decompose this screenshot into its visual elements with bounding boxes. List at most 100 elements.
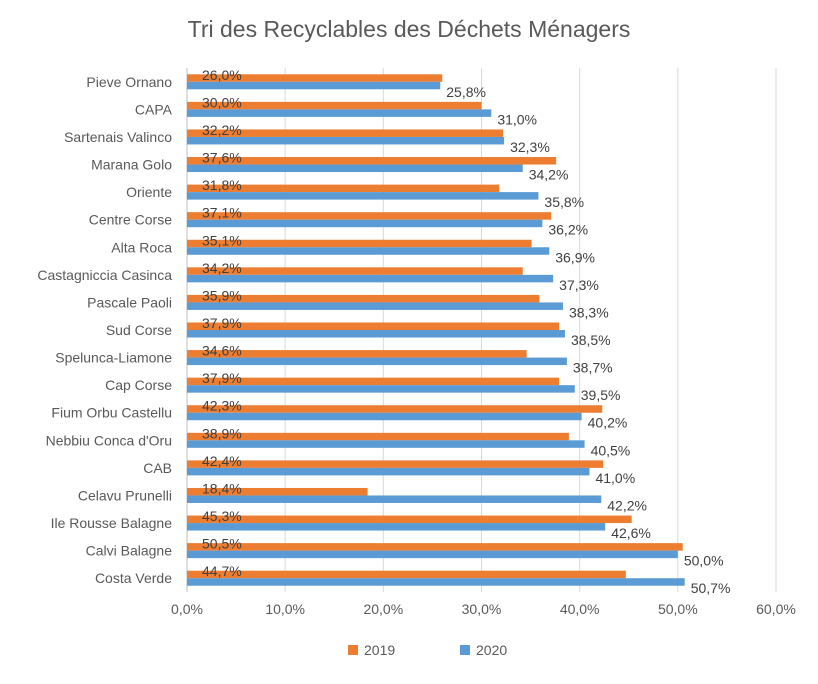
bar-2019 (187, 294, 540, 303)
category-label: Nebbiu Conca d'Oru (46, 432, 172, 448)
bar-2020 (187, 247, 550, 255)
bar-2020 (187, 440, 585, 448)
category-label: Calvi Balagne (86, 543, 173, 559)
data-label-2020: 40,5% (591, 442, 631, 458)
data-labels: 26,0% 25,8% 30,0% 31,0% 32,2% 32,3% 37,6% 34,2%… (202, 67, 730, 596)
data-label-2019: 35,1% (202, 232, 242, 248)
bar-2020 (187, 136, 505, 145)
data-label-2020: 38,3% (569, 304, 609, 320)
data-label-2020: 40,2% (588, 415, 628, 431)
data-label-2019: 38,9% (202, 425, 242, 441)
data-label-2019: 32,2% (202, 122, 242, 138)
category-label: Castagniccia Casinca (37, 267, 172, 283)
bar-2019 (187, 543, 683, 551)
data-label-2020: 42,6% (611, 525, 651, 541)
data-label-2020: 41,0% (595, 470, 635, 486)
legend-label-2020: 2020 (476, 642, 507, 658)
data-label-2019: 34,2% (202, 260, 242, 276)
bar-2019 (187, 515, 632, 524)
x-tick-label: 10,0% (265, 601, 305, 617)
bar-2019 (187, 101, 482, 110)
data-label-2020: 37,3% (559, 277, 599, 293)
data-label-2020: 50,0% (684, 553, 724, 569)
bar-2019 (187, 239, 532, 248)
category-label: Cap Corse (105, 377, 172, 393)
legend-swatch-2019 (348, 645, 358, 655)
category-label: Marana Golo (91, 157, 172, 173)
bar-2020 (187, 164, 523, 173)
bar-2019 (187, 405, 603, 413)
category-label: Alta Roca (111, 239, 172, 255)
x-tick-label: 30,0% (462, 601, 502, 617)
bar-2020 (187, 412, 582, 421)
category-label: Ile Rousse Balagne (51, 515, 173, 531)
data-label-2019: 50,5% (202, 536, 242, 552)
data-label-2019: 30,0% (202, 94, 242, 110)
data-label-2019: 37,9% (202, 315, 242, 331)
bar-2019 (187, 570, 626, 579)
legend: 2019 2020 (348, 642, 507, 658)
category-label: CAB (143, 460, 172, 476)
bar-2019 (187, 487, 368, 496)
bar-2019 (187, 184, 500, 193)
bar-2019 (187, 129, 504, 137)
data-label-2019: 26,0% (202, 67, 242, 83)
data-label-2020: 25,8% (446, 84, 486, 100)
bar-2020 (187, 523, 606, 531)
x-tick-label: 0,0% (171, 601, 203, 617)
bar-2020 (187, 550, 678, 559)
legend-swatch-2020 (460, 645, 470, 655)
data-label-2019: 44,7% (202, 563, 242, 579)
x-tick-label: 40,0% (560, 601, 600, 617)
data-label-2020: 36,2% (548, 222, 588, 238)
data-label-2020: 35,8% (544, 194, 584, 210)
data-label-2019: 37,1% (202, 205, 242, 221)
bar-2020 (187, 385, 575, 393)
x-tick-label: 60,0% (756, 601, 796, 617)
data-label-2020: 31,0% (497, 111, 537, 127)
bar-2020 (187, 357, 567, 366)
bar-2020 (187, 274, 554, 283)
category-label: Costa Verde (95, 570, 172, 586)
category-label: Oriente (126, 184, 172, 200)
data-label-2020: 32,3% (510, 139, 550, 155)
bar-2019 (187, 212, 552, 220)
bar-2019 (187, 350, 527, 358)
bar-2019 (187, 267, 523, 275)
bar-2020 (187, 467, 590, 476)
data-label-2019: 42,3% (202, 398, 242, 414)
category-label: Celavu Prunelli (78, 487, 172, 503)
bar-2019 (187, 377, 560, 386)
bars (187, 74, 685, 586)
data-label-2020: 36,9% (555, 249, 595, 265)
data-label-2019: 31,8% (202, 177, 242, 193)
category-label: Sud Corse (106, 322, 172, 338)
category-label: CAPA (135, 101, 173, 117)
data-label-2019: 42,4% (202, 453, 242, 469)
data-label-2019: 45,3% (202, 508, 242, 524)
bar-2019 (187, 460, 604, 468)
data-label-2020: 38,5% (571, 332, 611, 348)
bar-2020 (187, 578, 685, 586)
category-label: Centre Corse (89, 212, 172, 228)
category-label: Fium Orbu Castellu (51, 405, 172, 421)
bar-2020 (187, 495, 602, 503)
bar-2020 (187, 192, 539, 200)
bar-2019 (187, 157, 557, 165)
data-label-2020: 42,2% (607, 497, 647, 513)
data-label-2019: 35,9% (202, 287, 242, 303)
category-axis-labels: Pieve Ornano CAPA Sartenais Valinco Marana … (37, 74, 172, 586)
chart-title: Tri des Recyclables des Déchets Ménagers (188, 16, 631, 42)
bar-2019 (187, 322, 560, 330)
category-label: Pieve Ornano (86, 74, 172, 90)
category-label: Spelunca-Liamone (55, 350, 172, 366)
category-label: Sartenais Valinco (64, 129, 172, 145)
bar-2020 (187, 302, 563, 310)
data-label-2020: 50,7% (691, 580, 731, 596)
data-label-2019: 34,6% (202, 343, 242, 359)
bar-2020 (187, 109, 492, 117)
value-axis-tick-labels: 0,0% 10,0% 20,0% 30,0% 40,0% 50,0% 60,0% (171, 601, 796, 617)
data-label-2020: 38,7% (573, 360, 613, 376)
